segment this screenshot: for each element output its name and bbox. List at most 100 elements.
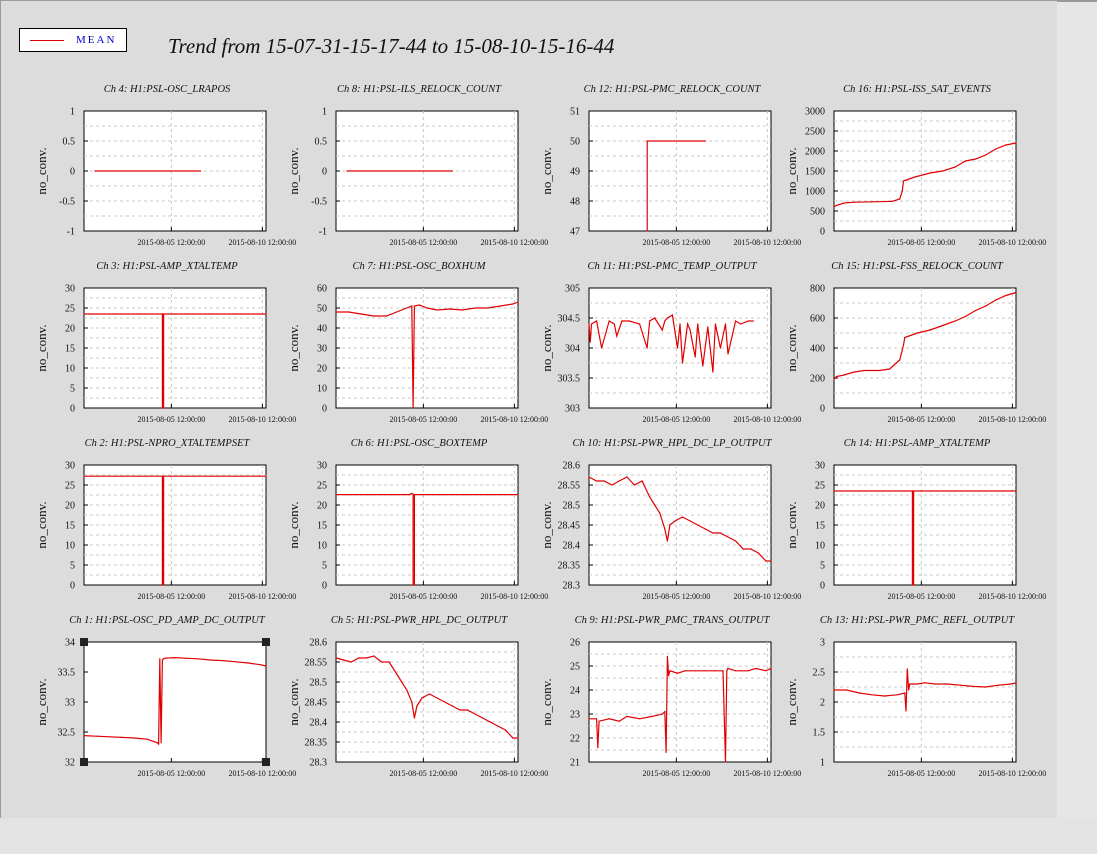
chart-panel[interactable]: Ch 7: H1:PSL-OSC_BOXHUM 0 10 20 30 40 50 60 2015… bbox=[286, 261, 548, 424]
x-tick-label: 2015-08-10 12:00:00 bbox=[228, 769, 296, 778]
data-point bbox=[750, 548, 752, 550]
data-point bbox=[908, 689, 910, 691]
chart-panel[interactable]: Ch 5: H1:PSL-PWR_HPL_DC_OUTPUT 28.3 28.35 2… bbox=[286, 615, 548, 778]
data-point bbox=[916, 683, 919, 685]
chart-panel[interactable]: Ch 14: H1:PSL-AMP_XTALTEMP 0 5 10 15 20 25 30 20… bbox=[784, 438, 1046, 601]
y-tick-label: 25 bbox=[815, 481, 825, 492]
data-point bbox=[669, 524, 671, 526]
data-point bbox=[411, 701, 413, 703]
chart-panel[interactable]: Ch 1: H1:PSL-OSC_PD_AMP_DC_OUTPUT 32 32.5 3… bbox=[34, 615, 296, 778]
data-point bbox=[671, 314, 674, 316]
data-point bbox=[1010, 683, 1012, 685]
data-point bbox=[348, 311, 350, 313]
y-tick-label: 28.5 bbox=[563, 501, 581, 512]
x-tick-label: 2015-08-05 12:00:00 bbox=[887, 238, 955, 247]
data-point bbox=[1015, 490, 1017, 492]
chart-panel[interactable]: Ch 12: H1:PSL-PMC_RELOCK_COUNT 47 48 49 50 51… bbox=[539, 84, 801, 247]
x-tick-label: 2015-08-05 12:00:00 bbox=[642, 238, 710, 247]
data-point bbox=[843, 202, 845, 204]
data-point bbox=[163, 407, 165, 409]
data-point bbox=[428, 693, 431, 695]
data-point bbox=[373, 315, 375, 317]
data-point bbox=[959, 684, 962, 686]
x-tick-label: 2015-08-10 12:00:00 bbox=[733, 592, 801, 601]
chart-panel[interactable]: Ch 11: H1:PSL-PMC_TEMP_OUTPUT 303 303.5 304… bbox=[539, 261, 801, 424]
chart-title: Ch 5: H1:PSL-PWR_HPL_DC_OUTPUT bbox=[331, 615, 508, 626]
y-axis-label: no_conv. bbox=[286, 501, 301, 548]
data-point bbox=[702, 365, 704, 367]
data-point bbox=[668, 675, 670, 677]
data-point bbox=[929, 172, 931, 174]
data-point bbox=[929, 329, 931, 331]
data-point bbox=[689, 520, 691, 522]
data-point bbox=[742, 548, 744, 550]
data-point bbox=[1005, 144, 1007, 146]
data-point bbox=[482, 717, 484, 719]
y-tick-label: 15 bbox=[317, 521, 327, 532]
chart-panel[interactable]: Ch 4: H1:PSL-OSC_LRAPOS -1 -0.5 0 0.5 1 2015-0… bbox=[34, 84, 296, 247]
y-tick-label: 0.5 bbox=[315, 137, 328, 148]
data-point bbox=[222, 660, 224, 662]
chart-panel[interactable]: Ch 13: H1:PSL-PWR_PMC_REFL_OUTPUT 1 1.5 2 2.… bbox=[784, 615, 1046, 778]
data-point bbox=[489, 721, 491, 723]
y-tick-label: 28.35 bbox=[305, 738, 328, 749]
data-point bbox=[265, 475, 267, 477]
chart-panel[interactable]: Ch 8: H1:PSL-ILS_RELOCK_COUNT -1 -0.5 0 0.5 1… bbox=[286, 84, 548, 247]
data-point bbox=[426, 307, 428, 309]
y-tick-label: 28.45 bbox=[558, 521, 581, 532]
data-point bbox=[905, 710, 907, 712]
selection-handle[interactable] bbox=[80, 758, 88, 766]
data-point bbox=[995, 148, 997, 150]
data-point bbox=[765, 560, 767, 562]
data-point bbox=[687, 323, 689, 325]
data-point bbox=[436, 309, 438, 311]
y-tick-label: 30 bbox=[65, 461, 75, 472]
chart-panel[interactable]: Ch 16: H1:PSL-ISS_SAT_EVENTS 0 500 1000 1500… bbox=[784, 84, 1046, 247]
data-point bbox=[164, 657, 166, 659]
data-point bbox=[661, 329, 663, 331]
data-point bbox=[911, 683, 914, 685]
data-point bbox=[94, 170, 96, 172]
y-tick-label: 30 bbox=[815, 461, 825, 472]
data-point bbox=[343, 659, 345, 661]
y-tick-label: 0 bbox=[70, 167, 75, 178]
y-tick-label: -0.5 bbox=[59, 197, 75, 208]
data-point bbox=[871, 201, 873, 203]
selection-handle[interactable] bbox=[262, 638, 270, 646]
data-series-line bbox=[335, 655, 518, 739]
x-tick-label: 2015-08-05 12:00:00 bbox=[887, 592, 955, 601]
y-axis-label: no_conv. bbox=[539, 324, 554, 371]
data-point bbox=[161, 313, 163, 315]
data-point bbox=[755, 667, 757, 670]
data-point bbox=[735, 540, 737, 542]
data-point bbox=[163, 313, 165, 315]
data-point bbox=[517, 737, 519, 739]
x-tick-label: 2015-08-10 12:00:00 bbox=[228, 238, 296, 247]
data-point bbox=[934, 683, 936, 685]
data-point bbox=[497, 725, 499, 727]
chart-panel[interactable]: Ch 15: H1:PSL-FSS_RELOCK_COUNT 0 200 400 600… bbox=[784, 261, 1046, 424]
data-point bbox=[833, 206, 835, 208]
x-tick-label: 2015-08-05 12:00:00 bbox=[642, 592, 710, 601]
chart-panel[interactable]: Ch 6: H1:PSL-OSC_BOXTEMP 0 5 10 15 20 25 30 2015… bbox=[286, 438, 548, 601]
data-point bbox=[626, 476, 628, 478]
data-point bbox=[649, 320, 651, 322]
data-point bbox=[665, 751, 667, 754]
selection-handle[interactable] bbox=[80, 638, 88, 646]
y-tick-label: 60 bbox=[317, 284, 327, 295]
chart-panel[interactable]: Ch 9: H1:PSL-PWR_PMC_TRANS_OUTPUT 21 22 23 2… bbox=[539, 615, 801, 778]
data-point bbox=[654, 317, 656, 319]
data-point bbox=[853, 201, 855, 203]
chart-panel[interactable]: Ch 3: H1:PSL-AMP_XTALTEMP 0 5 10 15 20 25 30 201… bbox=[34, 261, 296, 424]
x-tick-label: 2015-08-05 12:00:00 bbox=[642, 769, 710, 778]
x-tick-label: 2015-08-05 12:00:00 bbox=[137, 238, 205, 247]
page-title: Trend from 15-07-31-15-17-44 to 15-08-10… bbox=[168, 34, 615, 58]
selection-handle[interactable] bbox=[262, 758, 270, 766]
data-point bbox=[666, 655, 669, 658]
y-tick-label: 47 bbox=[570, 227, 580, 238]
chart-panel[interactable]: Ch 2: H1:PSL-NPRO_XTALTEMPSET 0 5 10 15 20 25 3… bbox=[34, 438, 296, 601]
data-series-line bbox=[834, 668, 1017, 712]
y-tick-label: 33.5 bbox=[58, 668, 76, 679]
chart-panel[interactable]: Ch 10: H1:PSL-PWR_HPL_DC_LP_OUTPUT 28.3 28… bbox=[539, 438, 801, 601]
data-point bbox=[975, 309, 977, 312]
